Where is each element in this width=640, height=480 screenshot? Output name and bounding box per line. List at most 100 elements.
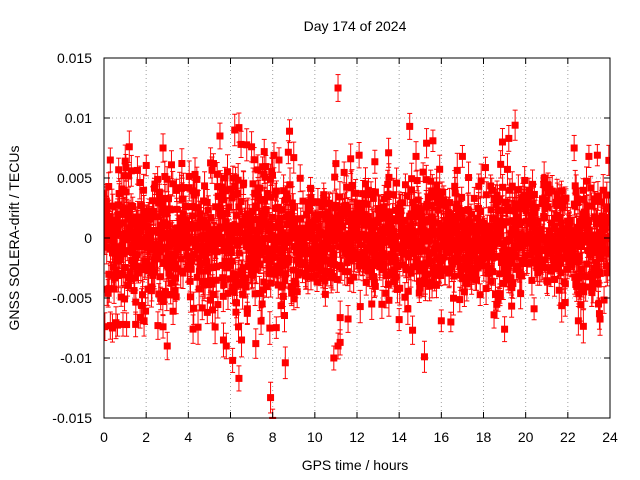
data-point	[252, 204, 260, 212]
data-point	[397, 207, 405, 215]
data-point	[136, 313, 144, 321]
data-point	[291, 220, 299, 228]
data-point	[238, 336, 246, 344]
data-point	[256, 227, 264, 235]
data-point	[257, 317, 265, 325]
data-point	[187, 265, 195, 273]
data-point	[244, 228, 252, 236]
data-point	[244, 210, 252, 218]
data-point	[287, 283, 295, 291]
data-point	[414, 196, 422, 204]
data-point	[364, 186, 372, 194]
data-point	[340, 168, 348, 176]
data-point	[361, 180, 369, 188]
data-point	[201, 248, 209, 256]
data-point	[155, 290, 163, 298]
data-point	[153, 253, 161, 261]
data-point	[383, 214, 391, 222]
data-point	[258, 240, 266, 248]
data-point	[111, 274, 119, 282]
data-point	[339, 222, 347, 230]
data-point	[154, 175, 162, 183]
data-point	[239, 290, 247, 298]
data-point	[188, 256, 196, 264]
data-point	[232, 299, 240, 307]
data-point	[204, 263, 212, 271]
data-point	[105, 183, 113, 191]
data-point	[232, 308, 240, 316]
data-point	[330, 250, 338, 258]
data-point	[206, 241, 214, 249]
data-point	[225, 203, 233, 211]
data-point	[327, 230, 335, 238]
data-point	[222, 218, 230, 226]
data-point	[409, 199, 417, 207]
data-point	[384, 191, 392, 199]
data-point	[382, 289, 390, 297]
data-point	[323, 267, 331, 275]
data-point	[159, 200, 167, 208]
data-point	[140, 207, 148, 215]
data-point	[424, 270, 432, 278]
data-point	[120, 236, 128, 244]
data-point	[378, 249, 386, 257]
data-point	[422, 176, 430, 184]
data-point	[167, 279, 175, 287]
data-point	[233, 281, 241, 289]
data-point	[267, 223, 275, 231]
data-point	[156, 273, 164, 281]
data-point	[268, 168, 276, 176]
data-point	[230, 190, 238, 198]
data-point	[121, 295, 129, 303]
data-point	[398, 227, 406, 235]
data-point	[376, 259, 384, 267]
data-point	[281, 277, 289, 285]
data-point	[262, 206, 270, 214]
data-point	[344, 268, 352, 276]
data-point	[247, 222, 255, 230]
data-point	[209, 229, 217, 237]
data-point	[407, 269, 415, 277]
data-point	[132, 298, 140, 306]
data-point	[288, 199, 296, 207]
data-point	[228, 194, 236, 202]
data-point	[182, 216, 190, 224]
data-point	[404, 287, 412, 295]
data-point	[419, 168, 427, 176]
data-point	[399, 199, 407, 207]
data-point	[336, 193, 344, 201]
data-point	[371, 188, 379, 196]
data-point	[195, 254, 203, 262]
data-point	[281, 242, 289, 250]
data-point	[140, 186, 148, 194]
data-point	[209, 291, 217, 299]
data-point	[416, 242, 424, 250]
data-point	[303, 265, 311, 273]
data-point	[219, 292, 227, 300]
data-point	[285, 256, 293, 264]
data-point	[154, 322, 162, 330]
data-point	[389, 191, 397, 199]
data-point	[109, 202, 117, 210]
data-point	[386, 218, 394, 226]
data-point	[278, 283, 286, 291]
data-point	[145, 267, 153, 275]
data-point	[191, 170, 199, 178]
data-point	[127, 216, 135, 224]
data-point	[106, 245, 114, 253]
data-point	[319, 210, 327, 218]
data-point	[413, 177, 421, 185]
data-point	[394, 232, 402, 240]
data-point	[276, 214, 284, 222]
data-point	[219, 336, 227, 344]
data-point	[146, 244, 154, 252]
data-point	[385, 208, 393, 216]
data-point	[431, 271, 439, 279]
data-point	[416, 284, 424, 292]
data-point	[273, 245, 281, 253]
data-point	[115, 166, 123, 174]
data-point	[171, 251, 179, 259]
data-point	[428, 187, 436, 195]
data-point	[182, 203, 190, 211]
data-point	[307, 272, 315, 280]
